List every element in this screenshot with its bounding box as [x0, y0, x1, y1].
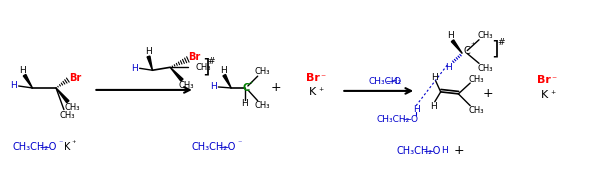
Text: Br: Br — [70, 73, 82, 83]
Text: K: K — [309, 87, 316, 97]
Text: #: # — [497, 38, 505, 47]
Text: —O: —O — [40, 142, 57, 152]
Text: CH₃: CH₃ — [255, 101, 271, 110]
Text: H: H — [431, 73, 438, 82]
Polygon shape — [56, 88, 69, 103]
Text: Br: Br — [537, 75, 551, 85]
Text: CH₃: CH₃ — [178, 82, 194, 90]
Text: ⁺: ⁺ — [248, 80, 253, 89]
Text: H: H — [430, 102, 437, 111]
Text: K: K — [64, 142, 70, 152]
Text: CH₃CH₂: CH₃CH₂ — [13, 142, 49, 152]
Polygon shape — [170, 67, 183, 81]
Text: ⁻: ⁻ — [238, 139, 242, 148]
Text: ⁺: ⁺ — [471, 41, 475, 50]
Text: H: H — [447, 31, 454, 40]
Text: H: H — [19, 66, 26, 75]
Text: ⁻: ⁻ — [59, 139, 63, 148]
Text: Br: Br — [306, 73, 320, 83]
Text: ⁺: ⁺ — [550, 90, 556, 100]
Text: K: K — [541, 90, 548, 100]
Text: CH₃: CH₃ — [477, 31, 493, 40]
Text: CH₃: CH₃ — [255, 67, 271, 76]
Text: CH₃: CH₃ — [59, 111, 74, 120]
Text: ⁺: ⁺ — [318, 87, 323, 97]
Text: CH₃: CH₃ — [196, 63, 211, 72]
Text: H: H — [242, 99, 248, 108]
Text: CH₃CH₂: CH₃CH₂ — [192, 142, 228, 152]
Text: ]: ] — [202, 58, 209, 77]
Text: CH₃: CH₃ — [469, 106, 484, 115]
Text: H: H — [131, 64, 138, 73]
Text: CH₃CH₂: CH₃CH₂ — [369, 77, 402, 86]
Text: C: C — [242, 83, 250, 93]
Polygon shape — [451, 40, 463, 54]
Text: H: H — [441, 146, 448, 155]
Text: —O: —O — [218, 142, 236, 152]
Text: ⁻: ⁻ — [551, 75, 556, 85]
Text: C: C — [464, 46, 470, 56]
Text: ⁻: ⁻ — [320, 73, 325, 83]
Text: CH₃: CH₃ — [477, 64, 493, 73]
Text: CH₃: CH₃ — [469, 75, 484, 84]
Text: +: + — [482, 87, 493, 100]
Text: H: H — [145, 47, 152, 56]
Text: —O: —O — [385, 77, 401, 86]
Polygon shape — [223, 75, 231, 88]
Text: H: H — [413, 105, 419, 114]
Text: #: # — [208, 57, 215, 66]
Text: H: H — [220, 66, 227, 75]
Text: H: H — [10, 81, 17, 89]
Polygon shape — [147, 56, 152, 70]
Text: ⁺: ⁺ — [71, 139, 76, 148]
Text: —O: —O — [402, 115, 418, 124]
Text: CH₃CH₂: CH₃CH₂ — [397, 146, 433, 156]
Polygon shape — [23, 74, 32, 88]
Text: CH₃CH₂: CH₃CH₂ — [377, 115, 410, 124]
Text: —O: —O — [423, 146, 440, 156]
Text: +: + — [271, 81, 282, 94]
Text: ]: ] — [491, 39, 499, 58]
Text: CH₃: CH₃ — [64, 103, 80, 112]
Text: +: + — [454, 144, 464, 157]
Text: Br: Br — [188, 52, 201, 62]
Text: H: H — [210, 82, 217, 91]
Text: H: H — [445, 63, 452, 72]
